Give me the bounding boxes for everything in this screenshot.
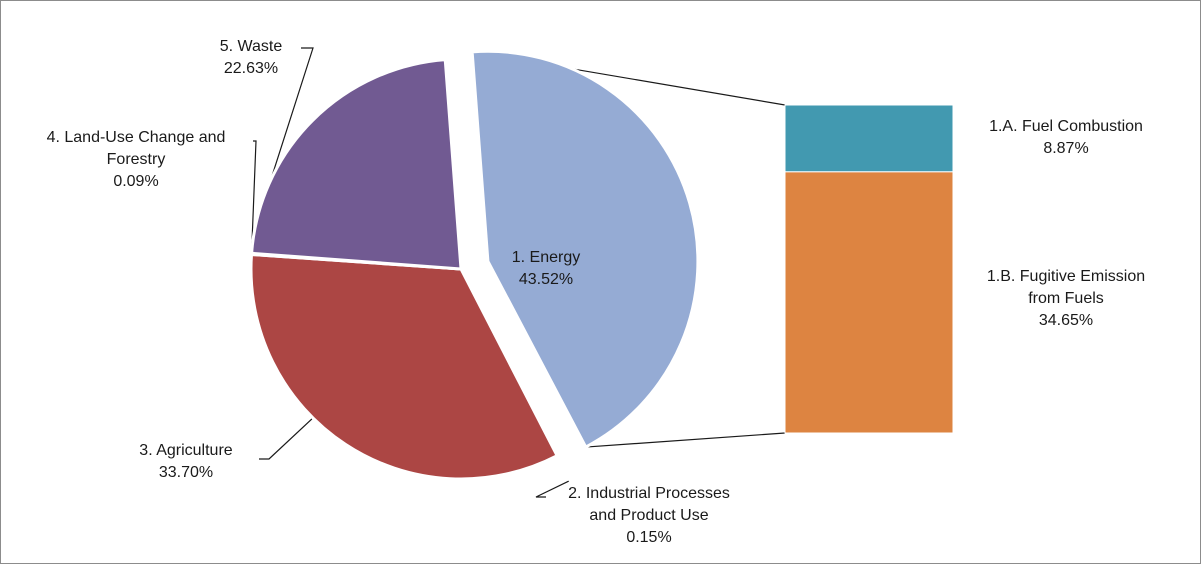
leader-line-industrial-processes	[535, 479, 572, 498]
bar-label-fugitive-emission: 1.B. Fugitive Emission from Fuels 34.65%	[956, 266, 1176, 332]
pie-slice-agriculture	[249, 252, 559, 481]
segment-name: 1.B. Fugitive Emission	[986, 268, 1146, 285]
slice-label-agriculture: 3. Agriculture 33.70%	[111, 440, 261, 484]
segment-value: 34.65%	[1038, 312, 1094, 329]
slice-name: 5. Waste	[219, 38, 283, 55]
leader-line-waste	[270, 47, 314, 181]
bar-segments	[784, 104, 954, 434]
leader-lines	[250, 47, 572, 498]
slice-value: 0.15%	[626, 529, 672, 546]
slice-name-line2: and Product Use	[589, 507, 709, 524]
slice-name-line2: Forestry	[106, 151, 166, 168]
slice-value: 43.52%	[518, 271, 574, 288]
slice-label-industrial-processes: 2. Industrial Processes and Product Use …	[529, 483, 769, 549]
slice-label-waste: 5. Waste 22.63%	[196, 36, 306, 80]
segment-value: 8.87%	[1043, 140, 1089, 157]
leader-line-agriculture	[259, 417, 314, 460]
bar-segment-fugitive-emission	[784, 171, 954, 434]
leader-line-land-use-change	[250, 140, 257, 254]
pie-slice-waste	[250, 58, 463, 271]
pie-slice-energy	[470, 49, 700, 449]
slice-value: 22.63%	[223, 60, 279, 77]
connector-line-bottom	[585, 432, 786, 448]
slice-value: 0.09%	[113, 173, 159, 190]
slice-name: 3. Agriculture	[139, 442, 233, 459]
slice-name: 2. Industrial Processes	[568, 485, 730, 502]
slice-label-energy: 1. Energy 43.52%	[471, 247, 621, 291]
segment-name: 1.A. Fuel Combustion	[989, 118, 1143, 135]
bar-label-fuel-combustion: 1.A. Fuel Combustion 8.87%	[956, 116, 1176, 160]
segment-name-line2: from Fuels	[1028, 290, 1104, 307]
pie-slices	[249, 49, 700, 483]
slice-name: 1. Energy	[511, 249, 581, 266]
slice-value: 33.70%	[158, 464, 214, 481]
bar-segment-fuel-combustion	[784, 104, 954, 173]
slice-name: 4. Land-Use Change and	[46, 129, 226, 146]
slice-label-land-use-change: 4. Land-Use Change and Forestry 0.09%	[11, 127, 261, 193]
